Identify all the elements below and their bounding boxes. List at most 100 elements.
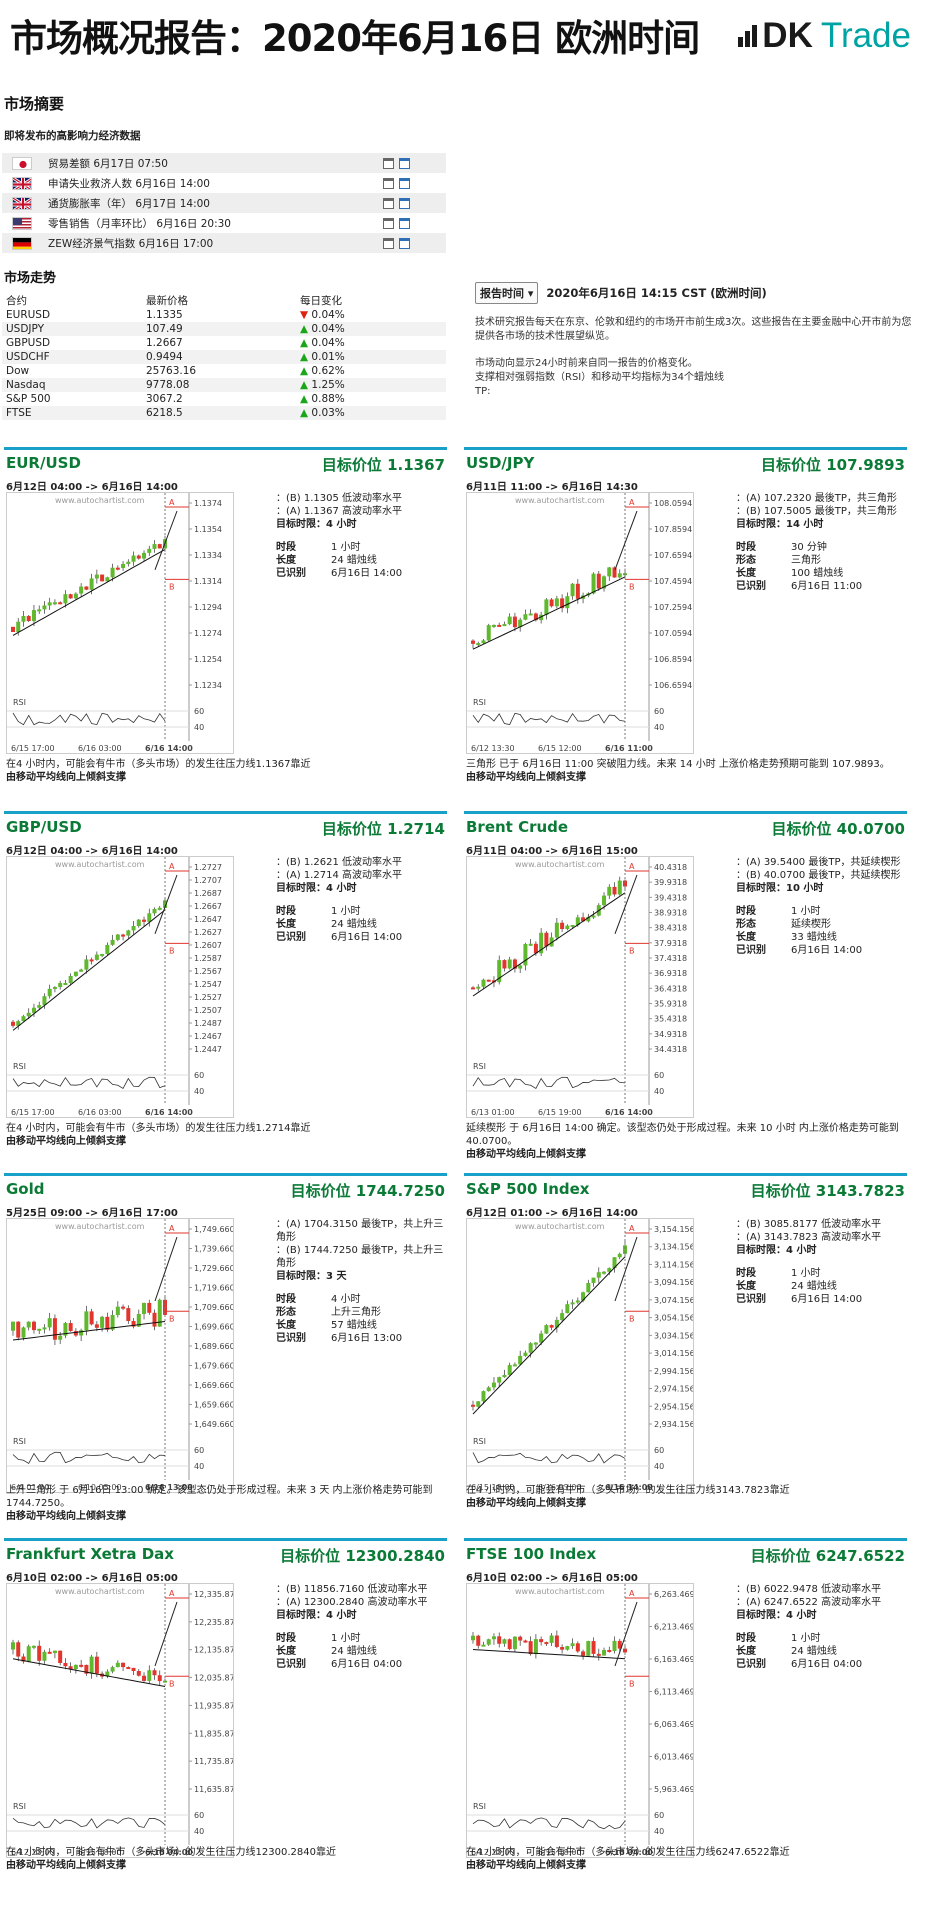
y-tick-label: 2,954.1564 bbox=[654, 1402, 694, 1411]
candle-body bbox=[16, 1642, 21, 1657]
y-tick-label: 11,935.8732 bbox=[194, 1701, 234, 1710]
candle-body bbox=[507, 1639, 512, 1650]
price-chart[interactable]: www.autochartist.com 40.4318 39.9318 39.431… bbox=[466, 856, 694, 1118]
market-price: 0.9494 bbox=[146, 351, 183, 363]
info-kv: 时段 1 小时 bbox=[736, 905, 911, 918]
info-kv: 长度 100 蜡烛线 bbox=[736, 567, 911, 580]
candle-body bbox=[79, 586, 84, 594]
watermark: www.autochartist.com bbox=[515, 496, 605, 505]
candle-body bbox=[21, 1016, 26, 1022]
candle-body bbox=[105, 1316, 110, 1330]
rsi-40-label: 40 bbox=[194, 1462, 204, 1471]
moving-average-line bbox=[472, 1649, 626, 1660]
price-chart[interactable]: www.autochartist.com 3,154.1564 3,134.1564… bbox=[466, 1218, 694, 1493]
y-tick-label: 5,963.4698 bbox=[654, 1785, 694, 1794]
candle-body bbox=[157, 1675, 162, 1682]
y-tick-label: 37.9318 bbox=[654, 939, 687, 948]
info-kv: 形态 延续楔形 bbox=[736, 918, 911, 931]
watermark: www.autochartist.com bbox=[55, 1587, 145, 1596]
market-row: FTSE 6218.5 ▲ 0.03% bbox=[2, 406, 446, 420]
market-change: 0.04% bbox=[311, 309, 345, 321]
dk-trade-logo[interactable]: DK Trade bbox=[738, 16, 911, 56]
candle-body bbox=[131, 926, 136, 931]
candle-body bbox=[612, 1257, 617, 1269]
calendar-add-icon[interactable] bbox=[399, 157, 410, 169]
report-time-button[interactable]: 报告时间 ▾ bbox=[475, 282, 539, 304]
x-tick-label: 6/15 17:00 bbox=[11, 744, 55, 753]
info-key: 形态 bbox=[736, 555, 756, 566]
candle-body bbox=[157, 1299, 162, 1327]
market-change-cell: ▲ 0.03% bbox=[296, 406, 446, 420]
calendar-icon[interactable] bbox=[383, 217, 394, 229]
calendar-add-icon[interactable] bbox=[399, 237, 410, 249]
info-kv: 已识别 6月16日 04:00 bbox=[736, 1658, 911, 1671]
price-chart[interactable]: www.autochartist.com 12,335.8732 12,235.87… bbox=[6, 1583, 234, 1858]
event-name: 零售销售（月率环比） bbox=[48, 217, 153, 230]
market-change: 0.04% bbox=[311, 337, 345, 349]
price-chart[interactable]: www.autochartist.com 1,749.6608 1,739.6608… bbox=[6, 1218, 234, 1493]
price-chart[interactable]: www.autochartist.com 6,263.4698 6,213.4698… bbox=[466, 1583, 694, 1858]
y-tick-label: 6,113.4698 bbox=[654, 1688, 694, 1697]
calendar-add-icon[interactable] bbox=[399, 217, 410, 229]
candle-body bbox=[26, 1646, 31, 1662]
y-tick-label: 1,679.6608 bbox=[194, 1362, 234, 1371]
rsi-line bbox=[472, 1452, 626, 1464]
y-tick-label: 35.9318 bbox=[654, 1000, 687, 1009]
desc-text: 三角形 已于 6月16日 11:00 突破阻力线。未来 14 小时 上涨价格走势… bbox=[466, 759, 890, 770]
price-chart[interactable]: www.autochartist.com 1.2727 1.2707 1.2687 1.… bbox=[6, 856, 234, 1118]
y-tick-label: 107.4594 bbox=[654, 577, 692, 586]
y-tick-label: 3,034.1564 bbox=[654, 1331, 694, 1340]
forecast-arrow bbox=[154, 1601, 178, 1667]
price-chart[interactable]: www.autochartist.com 1.1374 1.1354 1.1334 1.… bbox=[6, 492, 234, 754]
panel-target: 目标价位 40.0700 bbox=[771, 820, 905, 838]
event-name: ZEW经济景气指数 bbox=[48, 237, 136, 250]
panel-info: ：(B) 11856.7160 低波动率水平 ：(A) 12300.2840 高… bbox=[276, 1583, 451, 1671]
price-chart[interactable]: www.autochartist.com 108.0594 107.8594 107.… bbox=[466, 492, 694, 754]
y-tick-label: 1,709.6608 bbox=[194, 1303, 234, 1312]
candle-body bbox=[94, 574, 99, 579]
candle-body bbox=[512, 616, 517, 628]
candle-body bbox=[11, 1021, 15, 1026]
candle-body bbox=[549, 937, 554, 947]
info-line-1: ：(B) 1.1305 低波动率水平 bbox=[276, 493, 403, 504]
calendar-add-icon[interactable] bbox=[399, 177, 410, 189]
candle-body bbox=[21, 1327, 26, 1338]
flag-cell bbox=[2, 173, 42, 193]
calendar-icon[interactable] bbox=[383, 237, 394, 249]
y-tick-label: 1.2447 bbox=[194, 1045, 222, 1054]
calendar-icon[interactable] bbox=[383, 197, 394, 209]
candle-body bbox=[47, 602, 52, 606]
info-value: 24 蜡烛线 bbox=[791, 1281, 837, 1292]
candle-body bbox=[491, 624, 496, 627]
candle-body bbox=[617, 1253, 622, 1258]
rsi-60-label: 60 bbox=[654, 1446, 664, 1455]
panel-range: 6月12日 04:00 -> 6月16日 14:00 bbox=[6, 482, 178, 493]
info-line-2: ：(A) 3143.7823 高波动率水平 bbox=[736, 1232, 882, 1243]
panel-target: 目标价位 1.1367 bbox=[321, 456, 445, 474]
chart-bg bbox=[7, 1584, 233, 1857]
info-value: 1 小时 bbox=[791, 1633, 821, 1644]
col-change: 每日变化 bbox=[296, 293, 446, 308]
x-tick-label: 6/15 18:00 bbox=[471, 1483, 515, 1492]
up-arrow-icon: ▲ bbox=[300, 407, 309, 419]
down-arrow-icon: ▼ bbox=[300, 309, 309, 321]
candle-body bbox=[518, 1355, 523, 1365]
calendar-add-icon[interactable] bbox=[399, 197, 410, 209]
info-period: 目标时限：14 小时 bbox=[736, 519, 824, 530]
y-tick-label: 38.4318 bbox=[654, 924, 687, 933]
info-key: 时段 bbox=[736, 542, 756, 553]
y-tick-label: 1.2607 bbox=[194, 941, 222, 950]
calendar-icon[interactable] bbox=[383, 177, 394, 189]
moving-average-line bbox=[472, 1256, 626, 1415]
report-time-bar: 报告时间 ▾ 2020年6月16日 14:15 CST (欧洲时间) bbox=[475, 282, 767, 304]
event-row: 零售销售（月率环比） 6月16日 20:30 bbox=[2, 213, 446, 233]
candle-body bbox=[471, 987, 475, 990]
info-value: 三角形 bbox=[791, 555, 821, 566]
candle-body bbox=[549, 599, 554, 607]
calendar-icon[interactable] bbox=[383, 157, 394, 169]
market-name: EURUSD bbox=[6, 309, 51, 321]
y-tick-label: 35.4318 bbox=[654, 1015, 687, 1024]
info-key: 时段 bbox=[736, 906, 756, 917]
desc-text: 在4 小时内，可能会有牛市（多头市场）的发生往压力线6247.6522靠近 bbox=[466, 1847, 790, 1858]
watermark: www.autochartist.com bbox=[515, 1587, 605, 1596]
